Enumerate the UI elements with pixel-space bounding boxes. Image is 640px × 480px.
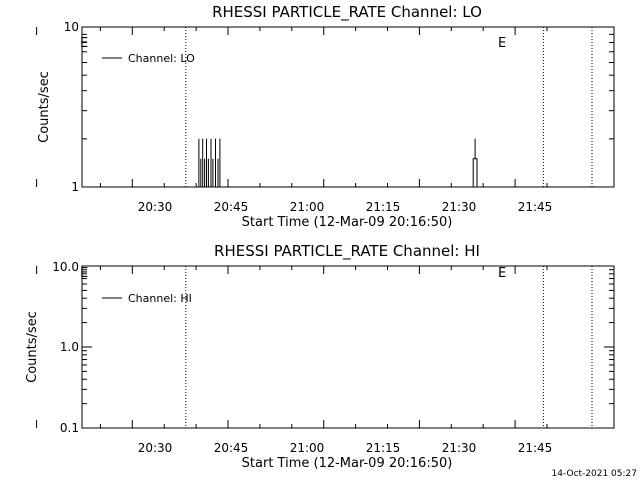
panel-hi-ytick-10: 10.0 xyxy=(52,260,79,274)
panel-hi-ytick-1: 1.0 xyxy=(60,340,79,354)
panel-lo-xtick-2115: 21:15 xyxy=(366,200,401,214)
panel-lo-ticks xyxy=(36,27,614,187)
panel-hi-ticks xyxy=(36,266,614,428)
panel-hi-xlabel: Start Time (12-Mar-09 20:16:50) xyxy=(242,456,453,471)
panel-hi-event-lines xyxy=(185,266,593,428)
panel-lo: RHESSI PARTICLE_RATE Channel: LO 10 1 20… xyxy=(36,3,615,230)
panel-lo-xtick-2130: 21:30 xyxy=(442,200,477,214)
panel-lo-xlabel: Start Time (12-Mar-09 20:16:50) xyxy=(242,215,453,230)
panel-lo-legend-label: Channel: LO xyxy=(128,52,195,65)
panel-lo-frame xyxy=(81,26,615,188)
panel-hi-ylabel: Counts/sec xyxy=(25,311,40,383)
panel-hi: RHESSI PARTICLE_RATE Channel: HI 10.0 1.… xyxy=(25,242,615,471)
series-line-channel-lo xyxy=(82,138,614,188)
panel-lo-ytick-10: 10 xyxy=(64,20,79,34)
panel-hi-xtick-2130: 21:30 xyxy=(442,441,477,455)
panel-hi-title: RHESSI PARTICLE_RATE Channel: HI xyxy=(214,242,480,261)
panel-lo-xtick-2145: 21:45 xyxy=(518,200,553,214)
panel-hi-xtick-2030: 20:30 xyxy=(138,441,173,455)
panel-lo-title: RHESSI PARTICLE_RATE Channel: LO xyxy=(212,3,482,22)
panel-lo-xtick-2100: 21:00 xyxy=(290,200,325,214)
panel-hi-xtick-2045: 20:45 xyxy=(214,441,249,455)
panel-lo-xtick-2030: 20:30 xyxy=(138,200,173,214)
panel-lo-event-lines xyxy=(185,27,593,187)
panel-lo-xtick-2045: 20:45 xyxy=(214,200,249,214)
panel-hi-xtick-2115: 21:15 xyxy=(366,441,401,455)
panel-lo-ytick-1: 1 xyxy=(71,180,79,194)
panel-hi-legend-label: Channel: HI xyxy=(128,292,192,305)
footer-timestamp: 14-Oct-2021 05:27 xyxy=(552,469,637,479)
panel-hi-event-label-2: E xyxy=(498,266,506,281)
panel-lo-event-label-1: E xyxy=(80,36,88,51)
panel-hi-xtick-2145: 21:45 xyxy=(518,441,553,455)
panel-hi-ytick-0-1: 0.1 xyxy=(60,421,79,435)
panel-lo-event-label-2: E xyxy=(498,36,506,51)
panel-lo-ylabel: Counts/sec xyxy=(37,71,52,143)
panel-hi-event-label-1: E xyxy=(80,266,88,281)
panel-hi-frame xyxy=(81,265,615,429)
panel-hi-xtick-2100: 21:00 xyxy=(290,441,325,455)
